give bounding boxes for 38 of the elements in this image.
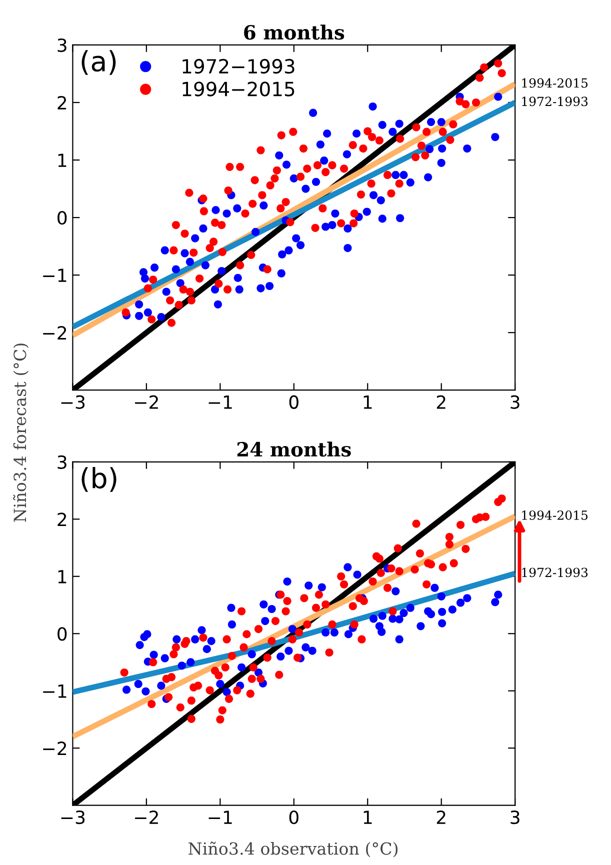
x-tick-label: −3 xyxy=(61,395,85,409)
y-tick-label: 0 xyxy=(58,627,67,641)
x-tick-label: 2 xyxy=(436,395,446,409)
y-tick-label: −2 xyxy=(43,326,66,340)
x-tick-label: −1 xyxy=(208,396,232,409)
x-tick-label: −2 xyxy=(135,395,158,409)
x-tick-label: 0 xyxy=(289,810,298,824)
y-tick-label: −2 xyxy=(43,742,66,755)
series-label: 1972-1993 xyxy=(522,568,588,578)
y-tick-label: 2 xyxy=(58,512,66,526)
y-tick-label: 0 xyxy=(58,211,67,225)
x-axis-title: Niño3.4 observation (°C) xyxy=(188,842,398,858)
y-tick-label: −1 xyxy=(43,268,66,282)
series-label: 1994-2015 xyxy=(522,78,588,88)
x-tick-label: 0 xyxy=(289,395,298,409)
y-tick-label: 3 xyxy=(58,38,66,52)
series-label: 1972-1993 xyxy=(522,96,588,106)
y-tick-label: 3 xyxy=(58,455,66,470)
y-tick-label: −1 xyxy=(43,684,66,698)
series-label: 1994-2015 xyxy=(522,510,588,520)
x-tick-label: −3 xyxy=(61,810,85,824)
x-tick-label: 1 xyxy=(364,396,372,409)
x-tick-label: 2 xyxy=(436,810,446,824)
y-tick-label: 2 xyxy=(58,96,66,110)
x-tick-label: 1 xyxy=(364,810,372,824)
y-tick-label: 1 xyxy=(58,154,66,167)
legend-label: 1972−1993 xyxy=(182,58,294,74)
x-tick-label: −2 xyxy=(135,810,158,824)
x-tick-label: 3 xyxy=(510,810,520,824)
chart-title: 24 months xyxy=(237,442,351,457)
x-tick-label: −1 xyxy=(208,810,232,824)
y-tick-label: 1 xyxy=(58,570,66,584)
x-tick-label: 3 xyxy=(510,395,520,409)
legend-label: 1994−2015 xyxy=(182,82,294,96)
chart-title: 6 months xyxy=(244,24,344,40)
annotation: (a) xyxy=(82,50,116,75)
annotation: (b) xyxy=(82,467,116,492)
y-axis-title: Niño3.4 forecast (°C) xyxy=(13,344,29,522)
